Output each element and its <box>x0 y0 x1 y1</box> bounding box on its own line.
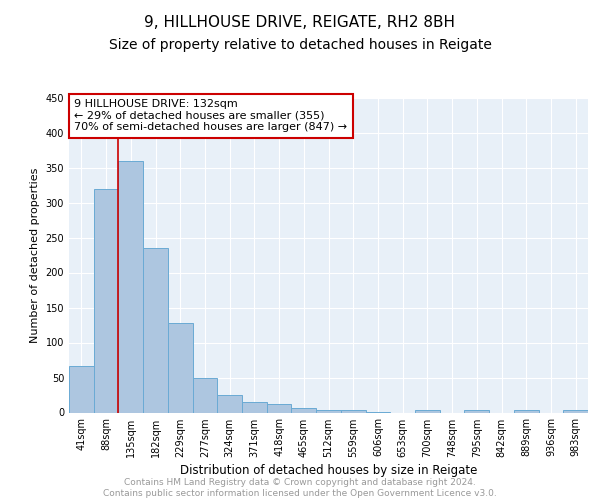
Bar <box>193 378 217 412</box>
Text: Contains HM Land Registry data © Crown copyright and database right 2024.
Contai: Contains HM Land Registry data © Crown c… <box>103 478 497 498</box>
Bar <box>267 404 292 412</box>
Y-axis label: Number of detached properties: Number of detached properties <box>30 168 40 342</box>
Text: 9, HILLHOUSE DRIVE, REIGATE, RH2 8BH: 9, HILLHOUSE DRIVE, REIGATE, RH2 8BH <box>145 15 455 30</box>
Bar <box>118 160 143 412</box>
Bar <box>69 366 94 412</box>
Bar <box>316 410 341 412</box>
Bar <box>415 410 440 412</box>
Bar <box>341 410 365 412</box>
Bar <box>242 402 267 412</box>
X-axis label: Distribution of detached houses by size in Reigate: Distribution of detached houses by size … <box>180 464 477 477</box>
Text: Size of property relative to detached houses in Reigate: Size of property relative to detached ho… <box>109 38 491 52</box>
Bar <box>217 395 242 412</box>
Bar <box>514 410 539 412</box>
Bar <box>168 323 193 412</box>
Bar <box>292 408 316 412</box>
Bar <box>464 410 489 412</box>
Bar <box>563 410 588 412</box>
Bar <box>94 188 118 412</box>
Bar <box>143 248 168 412</box>
Text: 9 HILLHOUSE DRIVE: 132sqm
← 29% of detached houses are smaller (355)
70% of semi: 9 HILLHOUSE DRIVE: 132sqm ← 29% of detac… <box>74 99 347 132</box>
